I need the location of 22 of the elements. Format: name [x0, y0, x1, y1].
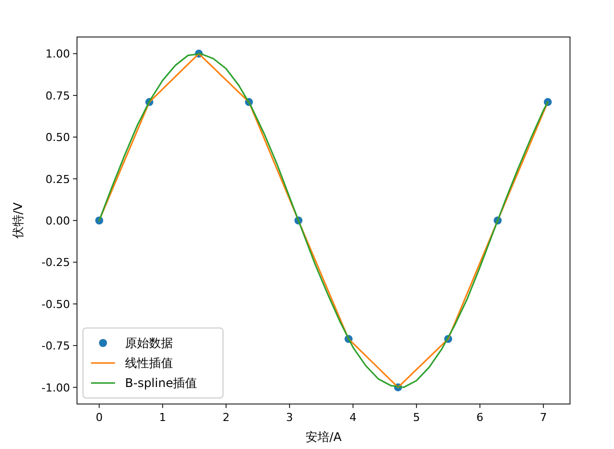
y-tick-label: 0.50	[46, 131, 70, 144]
x-tick-label: 4	[350, 411, 357, 424]
legend-label: 线性插值	[125, 356, 173, 370]
x-tick-label: 6	[476, 411, 484, 424]
y-tick-label: 0.00	[46, 214, 70, 228]
y-tick-label: -0.75	[42, 340, 70, 353]
y-axis-title: 伏特/V	[11, 202, 25, 239]
legend-label: B-spline插值	[125, 376, 198, 390]
x-tick-label: 7	[540, 411, 547, 424]
legend-label: 原始数据	[125, 336, 173, 350]
y-tick-label: -0.25	[42, 256, 70, 270]
y-tick-label: -1.00	[42, 381, 70, 394]
x-axis-title: 安培/A	[305, 430, 342, 444]
x-tick-label: 3	[286, 411, 294, 424]
y-tick-label: 0.25	[46, 172, 70, 186]
x-tick-label: 0	[96, 411, 103, 424]
y-tick-label: 1.00	[46, 48, 70, 61]
y-tick-label: 0.75	[46, 89, 70, 102]
y-tick-label: -0.50	[42, 298, 70, 311]
x-tick-label: 2	[222, 411, 230, 424]
x-tick-label: 1	[159, 411, 166, 424]
x-tick-label: 5	[412, 411, 420, 424]
